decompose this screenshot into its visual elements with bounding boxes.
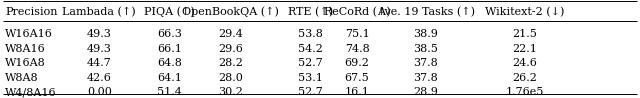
Text: 64.8: 64.8 — [157, 58, 182, 68]
Text: 49.3: 49.3 — [87, 44, 111, 54]
Text: W16A16: W16A16 — [5, 29, 53, 39]
Text: W8A16: W8A16 — [5, 44, 46, 54]
Text: 21.5: 21.5 — [513, 29, 537, 39]
Text: 69.2: 69.2 — [345, 58, 369, 68]
Text: 28.9: 28.9 — [413, 87, 438, 97]
Text: 52.7: 52.7 — [298, 87, 323, 97]
Text: ReCoRd (↑): ReCoRd (↑) — [324, 7, 390, 17]
Text: 49.3: 49.3 — [87, 29, 111, 39]
Text: 28.2: 28.2 — [218, 58, 243, 68]
Text: 75.1: 75.1 — [345, 29, 369, 39]
Text: 52.7: 52.7 — [298, 58, 323, 68]
Text: Wikitext-2 (↓): Wikitext-2 (↓) — [485, 7, 564, 17]
Text: 29.4: 29.4 — [218, 29, 243, 39]
Text: 74.8: 74.8 — [345, 44, 369, 54]
Text: 42.6: 42.6 — [87, 73, 111, 83]
Text: OpenBookQA (↑): OpenBookQA (↑) — [182, 7, 279, 17]
Text: 16.1: 16.1 — [345, 87, 369, 97]
Text: 37.8: 37.8 — [413, 73, 438, 83]
Text: 30.2: 30.2 — [218, 87, 243, 97]
Text: W4/8A16: W4/8A16 — [5, 87, 57, 97]
Text: 66.1: 66.1 — [157, 44, 182, 54]
Text: 29.6: 29.6 — [218, 44, 243, 54]
Text: 37.8: 37.8 — [413, 58, 438, 68]
Text: 28.0: 28.0 — [218, 73, 243, 83]
Text: 26.2: 26.2 — [513, 73, 537, 83]
Text: 1.76e5: 1.76e5 — [506, 87, 544, 97]
Text: W8A8: W8A8 — [5, 73, 39, 83]
Text: RTE (↑): RTE (↑) — [288, 7, 333, 17]
Text: 53.1: 53.1 — [298, 73, 323, 83]
Text: Lambada (↑): Lambada (↑) — [62, 7, 136, 17]
Text: Ave. 19 Tasks (↑): Ave. 19 Tasks (↑) — [376, 7, 475, 17]
Text: W16A8: W16A8 — [5, 58, 46, 68]
Text: 54.2: 54.2 — [298, 44, 323, 54]
Text: 38.5: 38.5 — [413, 44, 438, 54]
Text: PIQA (↑): PIQA (↑) — [144, 7, 195, 17]
Text: 66.3: 66.3 — [157, 29, 182, 39]
Text: 24.6: 24.6 — [513, 58, 537, 68]
Text: 38.9: 38.9 — [413, 29, 438, 39]
Text: Precision: Precision — [5, 7, 58, 17]
Text: 0.00: 0.00 — [87, 87, 111, 97]
Text: 53.8: 53.8 — [298, 29, 323, 39]
Text: 67.5: 67.5 — [345, 73, 369, 83]
Text: 44.7: 44.7 — [87, 58, 111, 68]
Text: 51.4: 51.4 — [157, 87, 182, 97]
Text: 22.1: 22.1 — [513, 44, 537, 54]
Text: 64.1: 64.1 — [157, 73, 182, 83]
